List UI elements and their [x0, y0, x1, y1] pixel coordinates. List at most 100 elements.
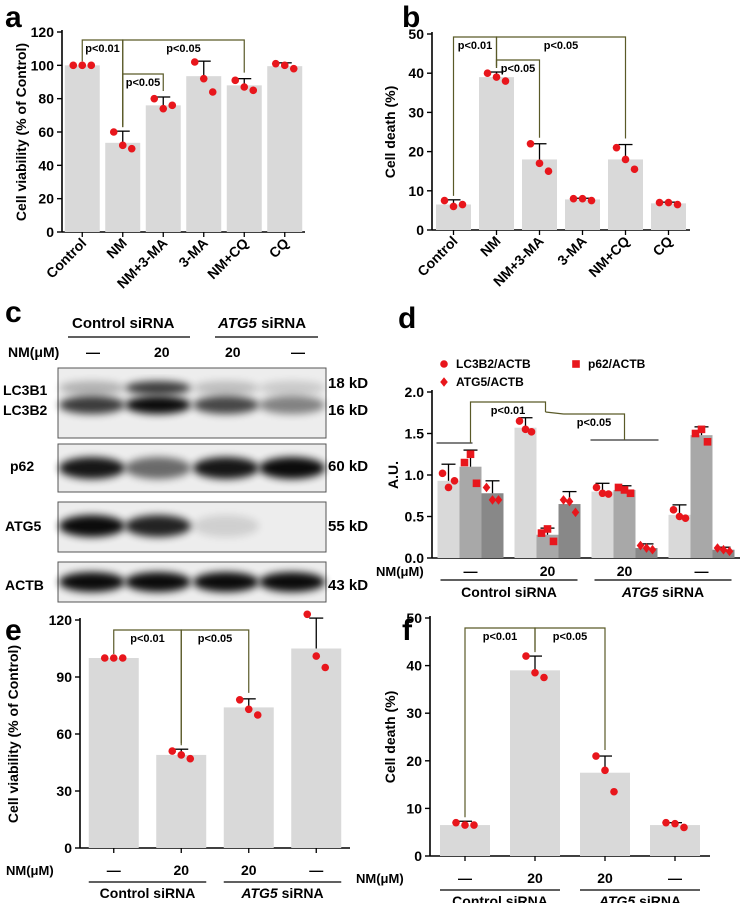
- y-tick-label: 10: [408, 183, 424, 199]
- data-point-3-0: [662, 818, 670, 827]
- data-point-5-1: [664, 198, 673, 207]
- data-point-3-2: [680, 823, 688, 832]
- significance-bracket-0-label: p<0.01: [85, 43, 120, 55]
- data-point-atg5-actb-0-0: [482, 482, 491, 493]
- data-point-1-2: [186, 754, 195, 763]
- data-point-0-0: [452, 818, 460, 827]
- data-point-atg5-actb-3-1: [719, 544, 728, 555]
- data-point-atg5-actb-0-1: [488, 495, 497, 505]
- panel-letter-f: f: [402, 614, 413, 647]
- blot-nm-value-2: 20: [154, 344, 170, 360]
- y-tick-label: 80: [38, 91, 54, 107]
- data-point-5-1: [280, 61, 289, 70]
- blot-nm-label: NM(μM): [8, 344, 60, 360]
- group-label-atg5-siRNA: ATG5 siRNA: [240, 885, 323, 901]
- data-point-2-0: [526, 139, 535, 148]
- data-point-2-2: [168, 101, 177, 110]
- significance-bracket-1: [563, 413, 626, 440]
- bar-atg5-actb-1: [558, 504, 581, 558]
- data-point-1-2: [540, 673, 548, 682]
- group-label-atg5-gene: ATG5: [621, 584, 659, 600]
- bar-nm-1: [105, 142, 141, 232]
- band-atg5-lane-1: [59, 515, 125, 537]
- panel-c-western-blot: [57, 336, 327, 603]
- band-actb-lane-4: [259, 572, 325, 592]
- data-point-3-2: [587, 196, 596, 205]
- y-tick-label: 90: [56, 669, 72, 685]
- y-axis-label: Cell death (%): [382, 86, 398, 179]
- y-tick-label: 0.0: [405, 550, 425, 566]
- band-p62-lane-3: [193, 457, 259, 479]
- x-tick-label-nm-2: 20: [597, 870, 613, 886]
- data-point-3-2: [208, 88, 217, 96]
- x-tick-label-nm-0: —: [464, 563, 478, 579]
- data-point-1-0: [522, 652, 530, 660]
- bar-3-ma-3: [565, 199, 600, 230]
- data-point-0-2: [118, 654, 127, 662]
- significance-bracket-2: [495, 36, 627, 139]
- panel-letter-d: d: [398, 302, 416, 335]
- blot-row-label-lc3b2: LC3B2: [3, 402, 48, 418]
- data-point-0-2: [458, 200, 467, 209]
- data-point-2-2: [253, 711, 262, 719]
- significance-connector: [545, 411, 564, 415]
- group-label-atg5-siRNA: ATG5 siRNA: [598, 893, 681, 903]
- data-point-atg5-actb-3-0: [713, 543, 722, 553]
- y-axis-label: A.U.: [385, 461, 401, 489]
- bar-control-0: [64, 65, 100, 232]
- significance-bracket-0-label: p<0.01: [458, 40, 493, 52]
- data-point-5-0: [271, 59, 280, 68]
- data-point-lc3b2-actb-3-0: [669, 506, 678, 514]
- data-point-1-1: [492, 73, 501, 81]
- x-tick-label-cq: CQ: [266, 235, 292, 261]
- bar-dash-0: [440, 825, 490, 856]
- data-point-5-2: [289, 64, 298, 73]
- significance-bracket-2: [122, 39, 245, 128]
- y-tick-label: 20: [38, 191, 54, 207]
- data-point-3-0: [303, 610, 312, 619]
- x-tick-label-nm-1: 20: [527, 870, 543, 886]
- data-point-1-0: [109, 128, 118, 136]
- blot-kd-18: 18 kD: [328, 375, 369, 392]
- significance-bracket-1: [180, 629, 250, 746]
- data-point-atg5-actb-1-2: [571, 507, 580, 518]
- x-tick-label-nm-0: —: [107, 862, 121, 878]
- x-tick-label-nm-1: 20: [540, 563, 556, 579]
- x-axis-nm-label: NM(μM): [356, 871, 404, 886]
- group-label-atg5-suffix: siRNA: [635, 893, 681, 903]
- significance-bracket-0: [469, 401, 547, 443]
- significance-bracket-0-label: p<0.01: [130, 633, 165, 645]
- blot-group-control-siRNA: Control siRNA: [72, 315, 175, 332]
- y-tick-label: 30: [56, 783, 72, 799]
- x-tick-label-nm-2: 20: [241, 862, 257, 878]
- blot-kd-60: 60 kD: [328, 458, 369, 475]
- data-point-3-1: [671, 819, 679, 828]
- x-tick-label-3-ma: 3-MA: [175, 235, 211, 271]
- data-point-atg5-actb-3-2: [725, 546, 734, 557]
- blot-kd-43: 43 kD: [328, 577, 369, 594]
- bar-20-2: [580, 772, 630, 856]
- data-point-atg5-actb-0-2: [494, 495, 503, 505]
- data-point-1-1: [177, 751, 186, 759]
- y-tick-label: 20: [408, 144, 424, 160]
- data-point-atg5-actb-2-2: [648, 544, 657, 555]
- data-point-lc3b2-actb-1-1: [521, 425, 530, 434]
- bar-atg5-actb-2: [635, 548, 658, 558]
- data-point-5-0: [655, 198, 664, 207]
- data-point-2-0: [235, 696, 244, 704]
- band-lc3b1-lane-2: [125, 381, 191, 395]
- y-tick-label: 30: [406, 705, 422, 721]
- significance-bracket-2-label: p<0.05: [166, 43, 201, 55]
- panel-e: e 0 30 60 90 120 Cell viability (% of Control)…: [5, 610, 350, 901]
- y-tick-label: 50: [406, 610, 422, 626]
- group-label-control-siRNA: Control siRNA: [452, 893, 548, 903]
- data-point-lc3b2-actb-0-1: [444, 483, 453, 492]
- bar-nm-1: [479, 77, 514, 231]
- panel-letter-e: e: [5, 614, 22, 647]
- x-tick-label-nm-3: —: [309, 862, 323, 878]
- y-axis-label: Cell death (%): [382, 691, 398, 784]
- blot-row-label-atg5: ATG5: [5, 518, 42, 534]
- significance-bracket-0-label: p<0.01: [491, 405, 526, 417]
- y-tick-label: 1.5: [405, 426, 425, 442]
